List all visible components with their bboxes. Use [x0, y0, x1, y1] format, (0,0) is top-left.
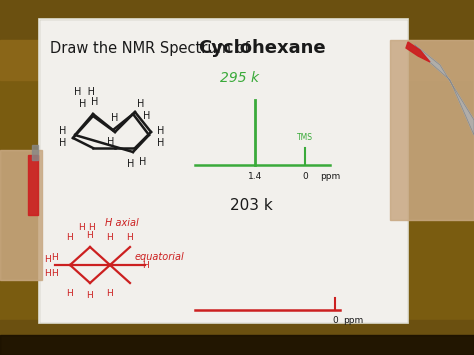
- FancyBboxPatch shape: [38, 18, 408, 323]
- Text: H: H: [111, 113, 118, 123]
- Polygon shape: [406, 42, 430, 62]
- Polygon shape: [415, 45, 474, 135]
- Text: H  H: H H: [74, 87, 95, 97]
- Text: H: H: [143, 111, 151, 121]
- Text: H: H: [87, 230, 93, 240]
- Text: H: H: [52, 252, 58, 262]
- Bar: [0, 320, 474, 355]
- Text: H: H: [107, 137, 115, 147]
- Text: H: H: [143, 261, 149, 269]
- Text: H: H: [157, 138, 164, 148]
- Text: equatorial: equatorial: [135, 252, 185, 262]
- Text: H: H: [67, 289, 73, 297]
- Text: 0: 0: [302, 172, 308, 181]
- Text: H: H: [89, 223, 95, 231]
- Text: H: H: [45, 255, 51, 263]
- Text: 203 k: 203 k: [230, 197, 273, 213]
- Text: H: H: [127, 233, 133, 241]
- Text: 295 k: 295 k: [220, 71, 259, 85]
- Text: H: H: [157, 126, 164, 136]
- Text: H: H: [59, 126, 67, 136]
- Text: H: H: [137, 99, 145, 109]
- Bar: [32, 145, 38, 160]
- Bar: [28, 155, 38, 215]
- Text: H: H: [79, 223, 85, 231]
- Text: 1.4: 1.4: [248, 172, 262, 181]
- Text: H axial: H axial: [105, 218, 139, 228]
- Text: H: H: [91, 97, 99, 107]
- Polygon shape: [390, 40, 474, 220]
- Text: H: H: [128, 159, 135, 169]
- Text: H: H: [59, 138, 67, 148]
- Text: H: H: [52, 268, 58, 278]
- Bar: [0, 0, 474, 40]
- Text: Cyclohexane: Cyclohexane: [198, 39, 326, 57]
- Text: ppm: ppm: [343, 316, 363, 325]
- Text: 0: 0: [332, 316, 338, 325]
- Text: H: H: [107, 289, 113, 297]
- Bar: [0, 280, 474, 320]
- Polygon shape: [0, 150, 42, 280]
- Text: H: H: [79, 99, 87, 109]
- Text: TMS: TMS: [297, 133, 313, 142]
- Text: Draw the NMR Spectrum of: Draw the NMR Spectrum of: [50, 40, 254, 55]
- Text: H: H: [87, 290, 93, 300]
- Text: H: H: [67, 233, 73, 241]
- Text: ppm: ppm: [320, 172, 340, 181]
- Bar: [0, 40, 474, 80]
- Bar: [0, 335, 474, 355]
- Text: H: H: [45, 268, 51, 278]
- Text: H: H: [107, 233, 113, 241]
- Text: H: H: [139, 157, 146, 167]
